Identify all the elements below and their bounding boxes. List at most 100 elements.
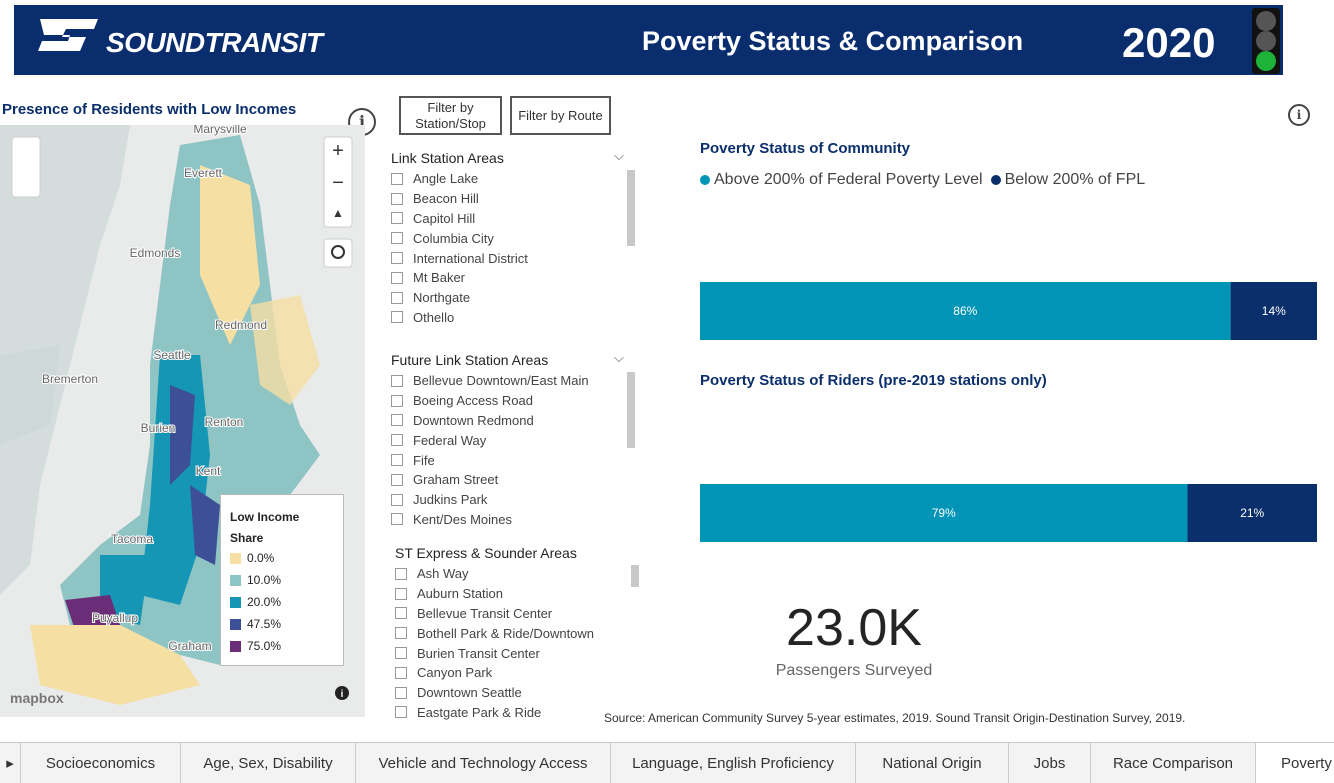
- legend-dot: [700, 175, 710, 185]
- filter-item[interactable]: Burien Transit Center: [395, 643, 625, 663]
- filter-item-label: Angle Lake: [413, 171, 478, 186]
- checkbox[interactable]: [391, 474, 403, 486]
- info-icon[interactable]: i: [1288, 104, 1310, 126]
- checkbox[interactable]: [395, 647, 407, 659]
- filter-item-label: Judkins Park: [413, 492, 487, 507]
- checkbox[interactable]: [391, 434, 403, 446]
- filter-item-label: Graham Street: [413, 472, 498, 487]
- filter-item-label: Kent/Des Moines: [413, 512, 512, 527]
- checkbox[interactable]: [391, 173, 403, 185]
- filter-item[interactable]: Federal Way: [391, 430, 621, 450]
- tab[interactable]: Age, Sex, Disability: [180, 743, 355, 783]
- legend-swatch: [230, 641, 241, 652]
- filter-button[interactable]: Filter by Route: [510, 96, 611, 135]
- checkbox[interactable]: [395, 667, 407, 679]
- checkbox[interactable]: [391, 454, 403, 466]
- tab[interactable]: Socioeconomics: [20, 743, 180, 783]
- legend-item: Above 200% of Federal Poverty Level: [700, 171, 983, 189]
- filter-item[interactable]: Mt Baker: [391, 268, 621, 288]
- checkbox[interactable]: [395, 706, 407, 718]
- tab[interactable]: Jobs: [1008, 743, 1090, 783]
- svg-text:−: −: [332, 172, 344, 194]
- checkbox[interactable]: [391, 292, 403, 304]
- filter-item-label: Federal Way: [413, 433, 486, 448]
- legend-label: 47.5%: [247, 617, 281, 631]
- filter-item[interactable]: Judkins Park: [391, 490, 621, 510]
- tab[interactable]: Language, English Proficiency: [610, 743, 855, 783]
- checkbox[interactable]: [395, 568, 407, 580]
- place-label: Puyallup: [92, 611, 138, 625]
- checkbox[interactable]: [391, 375, 403, 387]
- filter-item-label: Downtown Redmond: [413, 413, 534, 428]
- filter-item[interactable]: Beacon Hill: [391, 189, 621, 209]
- checkbox[interactable]: [391, 311, 403, 323]
- checkbox[interactable]: [391, 193, 403, 205]
- checkbox[interactable]: [391, 272, 403, 284]
- traffic-light: [1252, 8, 1280, 74]
- filter-item[interactable]: Bothell Park & Ride/Downtown: [395, 623, 625, 643]
- filter-item-label: International District: [413, 251, 528, 266]
- tab[interactable]: Vehicle and Technology Access: [355, 743, 610, 783]
- filter-item[interactable]: Northgate: [391, 288, 621, 308]
- checkbox[interactable]: [395, 588, 407, 600]
- scrollbar: [627, 372, 635, 448]
- checkbox[interactable]: [395, 687, 407, 699]
- filter-item[interactable]: Kent/Des Moines: [391, 510, 621, 530]
- chart-title: Poverty Status of Riders (pre-2019 stati…: [700, 372, 1047, 389]
- filter-item[interactable]: International District: [391, 248, 621, 268]
- filter-item[interactable]: Canyon Park: [395, 663, 625, 683]
- filter-item-label: Canyon Park: [417, 665, 492, 680]
- data-label: 14%: [1262, 304, 1286, 318]
- checkbox[interactable]: [391, 232, 403, 244]
- checkbox[interactable]: [391, 212, 403, 224]
- filter-item[interactable]: Downtown Seattle: [395, 683, 625, 703]
- tab[interactable]: Poverty: [1255, 743, 1334, 783]
- place-label: Everett: [184, 166, 223, 180]
- filter-item-label: Downtown Seattle: [417, 685, 522, 700]
- bar-chart: 86%14%: [700, 282, 1317, 340]
- map-title: Presence of Residents with Low Incomes: [2, 101, 296, 118]
- checkbox[interactable]: [395, 607, 407, 619]
- filter-item[interactable]: Graham Street: [391, 470, 621, 490]
- place-label: Redmond: [215, 318, 267, 332]
- tab[interactable]: Race Comparison: [1090, 743, 1255, 783]
- filter-item-label: Northgate: [413, 290, 470, 305]
- checkbox[interactable]: [391, 252, 403, 264]
- place-label: Bremerton: [42, 372, 98, 386]
- filter-item[interactable]: Othello: [391, 308, 621, 328]
- filter-button[interactable]: Filter by Station/Stop: [399, 96, 502, 135]
- filter-item[interactable]: Fife: [391, 450, 621, 470]
- place-label: Tacoma: [111, 532, 153, 546]
- kpi-label: Passengers Surveyed: [754, 662, 954, 680]
- filter-group-title: Future Link Station Areas: [391, 352, 548, 368]
- filter-item[interactable]: Auburn Station: [395, 584, 625, 604]
- checkbox[interactable]: [391, 494, 403, 506]
- filter-item[interactable]: Capitol Hill: [391, 209, 621, 229]
- filter-item[interactable]: Boeing Access Road: [391, 391, 621, 411]
- legend-label: 10.0%: [247, 573, 281, 587]
- header: SOUNDTRANSIT Poverty Status & Comparison…: [14, 5, 1283, 75]
- filter-item[interactable]: Bellevue Downtown/East Main: [391, 371, 621, 391]
- checkbox[interactable]: [391, 395, 403, 407]
- filter-item[interactable]: Other: [391, 327, 621, 330]
- checkbox[interactable]: [395, 627, 407, 639]
- dropdown-chevron[interactable]: ⌵: [614, 148, 624, 164]
- filter-item[interactable]: Columbia City: [391, 228, 621, 248]
- filter-item[interactable]: Eastgate Park & Ride: [395, 703, 625, 722]
- filter-item[interactable]: Angle Lake: [391, 169, 621, 189]
- checkbox[interactable]: [391, 513, 403, 525]
- tab-scroll[interactable]: ▸: [0, 743, 20, 783]
- legend-item: 20.0%: [230, 595, 281, 609]
- filter-group-title: ST Express & Sounder Areas: [395, 545, 577, 561]
- checkbox[interactable]: [391, 414, 403, 426]
- filter-item[interactable]: Ash Way: [395, 564, 625, 584]
- filter-item[interactable]: Bellevue Transit Center: [395, 604, 625, 624]
- filter-item-label: Mt Baker: [413, 270, 465, 285]
- filter-item-label: Boeing Access Road: [413, 393, 533, 408]
- legend-label: Above 200% of Federal Poverty Level: [714, 171, 983, 189]
- filter-item[interactable]: Downtown Redmond: [391, 411, 621, 431]
- tab[interactable]: National Origin: [855, 743, 1008, 783]
- dropdown-chevron[interactable]: ⌵: [614, 350, 624, 366]
- svg-text:▲: ▲: [332, 206, 344, 220]
